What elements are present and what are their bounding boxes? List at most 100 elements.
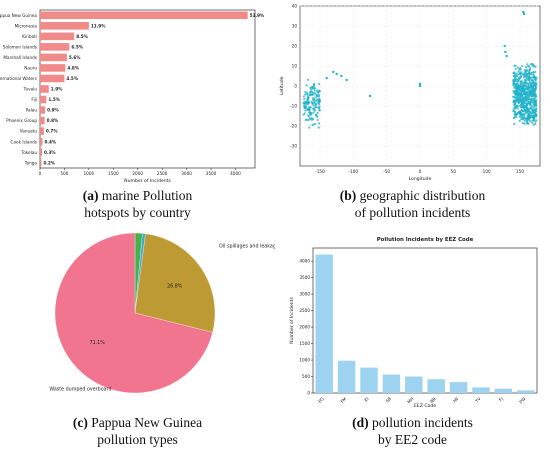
data-point [522, 72, 525, 75]
eez-bar-chart: 0 500 1000 1500 2000 2500 3000 3500 4000 PG FM KI SB… [289, 237, 538, 408]
data-point [530, 62, 533, 66]
data-point [313, 100, 316, 103]
data-point [530, 112, 533, 115]
data-point [521, 121, 524, 125]
x-tick-label: 2000 [132, 171, 143, 176]
data-point [518, 85, 522, 88]
data-point [303, 97, 306, 101]
data-point [534, 107, 538, 110]
data-point [533, 76, 536, 79]
data-point [524, 73, 527, 76]
data-point [514, 94, 517, 97]
data-point [528, 103, 532, 106]
bar [40, 95, 47, 104]
y-tick-label: 500 [302, 374, 310, 379]
caption-c-line2: pollution types [97, 432, 178, 447]
data-point [312, 111, 315, 114]
data-point [534, 79, 537, 82]
data-point [519, 76, 522, 79]
x-axis-label: EEZ Code [414, 403, 436, 408]
x-tick-label: -150 [315, 169, 325, 174]
data-point [527, 86, 531, 90]
data-point [513, 116, 516, 119]
y-tick-label: 3000 [299, 292, 310, 297]
data-point [514, 106, 517, 110]
data-point [533, 87, 536, 91]
data-point [514, 64, 517, 68]
pie-slice [54, 232, 213, 394]
y-tick-label: 4000 [299, 259, 310, 264]
x-tick-label: 4000 [230, 171, 241, 176]
caption-d-line2: by EE2 code [378, 432, 447, 447]
data-point [335, 72, 338, 76]
data-point [527, 72, 530, 75]
data-point [520, 109, 523, 112]
bar [40, 137, 43, 146]
data-point [531, 115, 534, 118]
data-point [516, 94, 519, 97]
data-point [516, 83, 519, 86]
y-tick-label: 10 [292, 64, 298, 69]
data-point [318, 109, 321, 112]
data-point [512, 78, 515, 82]
data-point [516, 99, 519, 102]
data-point [525, 100, 528, 103]
category-label: Solomon Islands [3, 44, 37, 49]
data-label: 0.7% [46, 129, 58, 134]
x-tick-label: 3000 [181, 171, 192, 176]
bar [427, 379, 445, 393]
x-tick-label: -100 [349, 169, 359, 174]
data-point [525, 98, 528, 101]
y-tick-label: 1500 [299, 341, 310, 346]
data-point [519, 82, 523, 86]
bar [494, 388, 513, 393]
data-point [523, 79, 526, 82]
data-point [532, 119, 535, 122]
x-tick-label: MH [406, 396, 414, 404]
data-point [514, 83, 517, 86]
data-point [304, 118, 307, 121]
y-tick-label: -20 [290, 124, 297, 129]
data-point [527, 94, 530, 97]
data-point [518, 98, 522, 102]
data-point [513, 71, 516, 74]
category-label: Pappua New Guinea [0, 13, 37, 18]
data-point [514, 96, 517, 99]
category-label: International Waters [0, 76, 37, 81]
data-point [311, 91, 314, 94]
x-tick-label: 0 [39, 171, 42, 176]
caption-b-tag: (b) [339, 188, 357, 203]
data-point [309, 92, 312, 96]
data-label: 0.3% [44, 150, 56, 155]
data-point [523, 114, 526, 117]
data-point [418, 84, 422, 88]
data-point [514, 86, 517, 89]
data-point [313, 109, 317, 112]
data-label: 6.5% [71, 44, 83, 49]
data-point [527, 70, 530, 73]
x-tick-label: IW [452, 396, 459, 403]
x-tick-label: SB [385, 396, 393, 404]
data-point [528, 119, 531, 123]
data-point [518, 95, 522, 99]
data-point [318, 97, 321, 101]
x-tick-label: FM [340, 396, 348, 404]
data-point [521, 98, 524, 101]
y-axis-label: Latitude [279, 76, 285, 95]
bar [40, 11, 248, 20]
data-point [418, 82, 422, 86]
caption-a: (a) marine Pollution hotspots by country [0, 187, 275, 221]
data-point [310, 100, 313, 104]
data-point [532, 86, 535, 90]
data-point [533, 100, 537, 103]
data-point [325, 76, 328, 80]
data-point [318, 99, 321, 102]
data-point [526, 74, 529, 77]
x-tick-label: 500 [60, 171, 68, 176]
caption-b: (b) geographic distribution of pollution… [275, 187, 550, 221]
caption-c-line1: Pappua New Guinea [91, 415, 203, 430]
data-point [305, 84, 308, 87]
data-point [518, 91, 521, 95]
data-point [317, 126, 320, 129]
pie-category-label: Waste dumped overboard [49, 387, 111, 393]
